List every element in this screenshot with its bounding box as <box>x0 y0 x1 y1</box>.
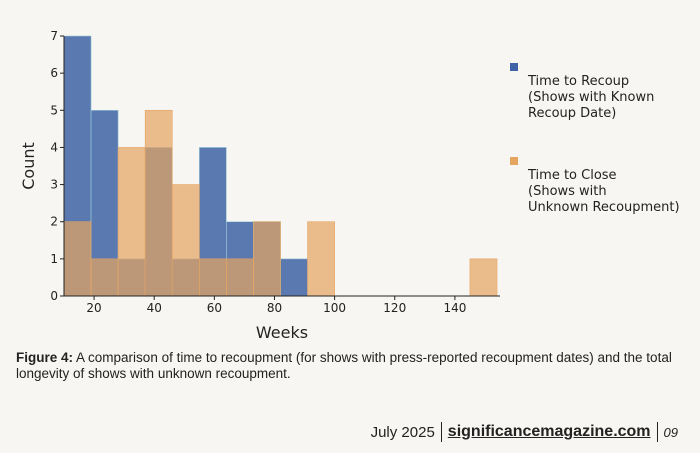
close-bar-4 <box>171 184 200 297</box>
close-bar-2 <box>117 147 146 297</box>
x-tick-label-1: 40 <box>147 301 162 315</box>
close-bar-10 <box>469 258 498 297</box>
caption-prefix: Figure 4: <box>16 350 74 365</box>
recoup-bar-8 <box>280 258 308 297</box>
legend-label-close: Time to Close (Shows with Unknown Recoup… <box>528 168 680 215</box>
footer-date: July 2025 <box>370 423 435 441</box>
y-tick-label-4: 4 <box>50 140 58 154</box>
histogram-chart: 20 40 60 80 100 120 140 0 1 2 3 4 5 6 7 Weeks Count <box>19 29 500 342</box>
legend-swatch-recoup <box>510 63 518 71</box>
legend-label-recoup: Time to Recoup (Shows with Known Recoup … <box>528 74 655 121</box>
legend-item-close: Time to Close (Shows with Unknown Recoup… <box>510 136 695 216</box>
close-bar-9 <box>307 221 335 297</box>
legend-swatch-close <box>510 157 518 165</box>
footer-site-link[interactable]: significancemagazine.com <box>447 423 651 440</box>
close-bar-5 <box>199 258 227 297</box>
y-tick-label-1: 1 <box>50 252 58 266</box>
footer-divider-2 <box>656 422 658 442</box>
y-tick-label-7: 7 <box>50 29 58 43</box>
y-axis-label: Count <box>19 142 38 190</box>
page-footer: July 2025 significancemagazine.com 09 <box>371 422 678 442</box>
y-tick-label-0: 0 <box>50 289 58 303</box>
y-tick-label-3: 3 <box>50 178 58 192</box>
caption-text: A comparison of time to recoupment (for … <box>16 350 672 381</box>
legend-item-recoup: Time to Recoup (Shows with Known Recoup … <box>510 42 695 122</box>
close-bar-3 <box>144 109 173 297</box>
x-tick-label-3: 80 <box>267 301 282 315</box>
y-tick-label-2: 2 <box>50 215 58 229</box>
figure-caption: Figure 4: A comparison of time to recoup… <box>16 350 684 382</box>
chart-legend: Time to Recoup (Shows with Known Recoup … <box>510 42 695 230</box>
x-tick-label-2: 60 <box>207 301 222 315</box>
close-bar-1 <box>90 258 119 297</box>
footer-divider <box>440 422 442 442</box>
y-tick-label-5: 5 <box>50 103 58 117</box>
x-tick-label-4: 100 <box>323 301 346 315</box>
close-bar-0 <box>63 221 92 297</box>
x-tick-label-0: 20 <box>86 301 101 315</box>
close-bar-7 <box>253 221 281 297</box>
close-bar-6 <box>226 258 254 297</box>
x-tick-label-6: 140 <box>443 301 466 315</box>
x-axis-label: Weeks <box>256 323 308 342</box>
y-tick-label-6: 6 <box>50 66 58 80</box>
x-tick-label-5: 120 <box>383 301 406 315</box>
page-number: 09 <box>663 424 678 440</box>
